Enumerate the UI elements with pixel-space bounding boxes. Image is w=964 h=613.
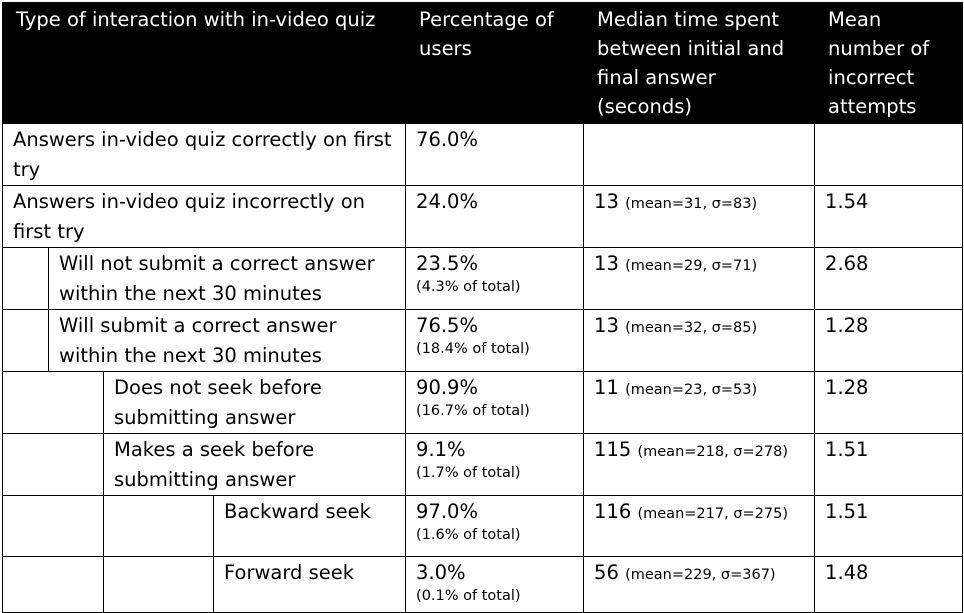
row-label: Forward seek <box>212 555 407 613</box>
percentage-cell: 90.9% (16.7% of total) <box>405 371 585 434</box>
mean-incorrect-cell: 1.51 <box>814 433 964 496</box>
table-row: Answers in-video quiz incorrectly on fir… <box>1 185 964 248</box>
row-label: Backward seek <box>212 495 407 557</box>
header-median-time: Median time spent between initial and fi… <box>583 2 816 124</box>
mean-incorrect-cell: 1.48 <box>814 555 964 613</box>
median-cell: 56 (mean=229, σ=367) <box>583 555 816 613</box>
table-row: Will submit a correct answer within the … <box>2 309 964 372</box>
table-row: Does not seek before submitting answer 9… <box>2 371 964 434</box>
header-mean-incorrect: Mean number of incorrect attempts <box>814 2 964 124</box>
mean-incorrect-cell: 1.28 <box>814 309 964 372</box>
median-cell: 116 (mean=217, σ=275) <box>583 495 816 557</box>
row-label: Answers in-video quiz correctly on first… <box>1 123 407 186</box>
median-stats: (mean=217, σ=275) <box>637 506 788 522</box>
percentage-cell: 3.0% (0.1% of total) <box>405 555 585 613</box>
table-row: Will not submit a correct answer within … <box>2 247 964 310</box>
row-label: Does not seek before submitting answer <box>102 371 407 434</box>
indent-cell <box>2 309 49 372</box>
indent-cell <box>103 555 214 613</box>
header-percentage: Percentage of users <box>405 2 585 124</box>
median-cell: 13 (mean=29, σ=71) <box>583 247 816 310</box>
percentage-of-total: (1.7% of total) <box>416 465 521 481</box>
median-stats: (mean=218, σ=278) <box>637 444 788 460</box>
median-value: 13 <box>594 252 619 275</box>
row-label: Will submit a correct answer within the … <box>47 309 407 372</box>
percentage-of-total: (1.6% of total) <box>416 527 521 543</box>
mean-incorrect-cell <box>814 123 964 186</box>
median-value: 116 <box>594 500 632 523</box>
mean-incorrect-cell: 1.51 <box>814 495 964 557</box>
median-cell: 115 (mean=218, σ=278) <box>583 433 816 496</box>
median-value: 13 <box>594 190 619 213</box>
percentage-of-total: (0.1% of total) <box>416 587 521 604</box>
table-row: Forward seek 3.0% (0.1% of total) 56 (me… <box>2 555 964 613</box>
median-stats: (mean=229, σ=367) <box>625 566 776 583</box>
table-header-row: Type of interaction with in-video quiz P… <box>1 2 964 124</box>
percentage-cell: 24.0% <box>405 185 585 248</box>
table-row: Makes a seek before submitting answer 9.… <box>2 433 964 496</box>
median-stats: (mean=29, σ=71) <box>625 258 758 274</box>
indent-cell <box>2 371 104 434</box>
percentage-of-total: (16.7% of total) <box>416 403 530 419</box>
median-value: 56 <box>594 560 619 584</box>
mean-incorrect-cell: 1.54 <box>814 185 964 248</box>
table-row: Backward seek 97.0% (1.6% of total) 116 … <box>2 495 964 557</box>
median-stats: (mean=23, σ=53) <box>625 382 758 398</box>
percentage-cell: 23.5% (4.3% of total) <box>405 247 585 310</box>
median-stats: (mean=31, σ=83) <box>625 196 758 212</box>
header-type: Type of interaction with in-video quiz <box>1 2 407 124</box>
median-value: 115 <box>594 438 632 461</box>
mean-incorrect-cell: 1.28 <box>814 371 964 434</box>
row-label: Will not submit a correct answer within … <box>47 247 407 310</box>
median-cell: 13 (mean=32, σ=85) <box>583 309 816 372</box>
median-cell: 13 (mean=31, σ=83) <box>583 185 816 248</box>
percentage-cell: 97.0% (1.6% of total) <box>405 495 585 557</box>
median-value: 13 <box>594 314 619 337</box>
median-cell <box>583 123 816 186</box>
table-row: Answers in-video quiz correctly on first… <box>1 123 964 186</box>
indent-cell <box>2 555 104 613</box>
row-label: Answers in-video quiz incorrectly on fir… <box>1 185 407 248</box>
percentage-cell: 76.5% (18.4% of total) <box>405 309 585 372</box>
indent-cell <box>103 495 214 557</box>
indent-cell <box>2 247 49 310</box>
median-value: 11 <box>594 376 619 399</box>
indent-cell <box>2 495 104 557</box>
percentage-cell: 9.1% (1.7% of total) <box>405 433 585 496</box>
percentage-cell: 76.0% <box>405 123 585 186</box>
indent-cell <box>2 433 104 496</box>
percentage-of-total: (18.4% of total) <box>416 341 530 357</box>
row-label: Makes a seek before submitting answer <box>102 433 407 496</box>
median-stats: (mean=32, σ=85) <box>625 320 758 336</box>
median-cell: 11 (mean=23, σ=53) <box>583 371 816 434</box>
mean-incorrect-cell: 2.68 <box>814 247 964 310</box>
percentage-of-total: (4.3% of total) <box>416 279 521 295</box>
